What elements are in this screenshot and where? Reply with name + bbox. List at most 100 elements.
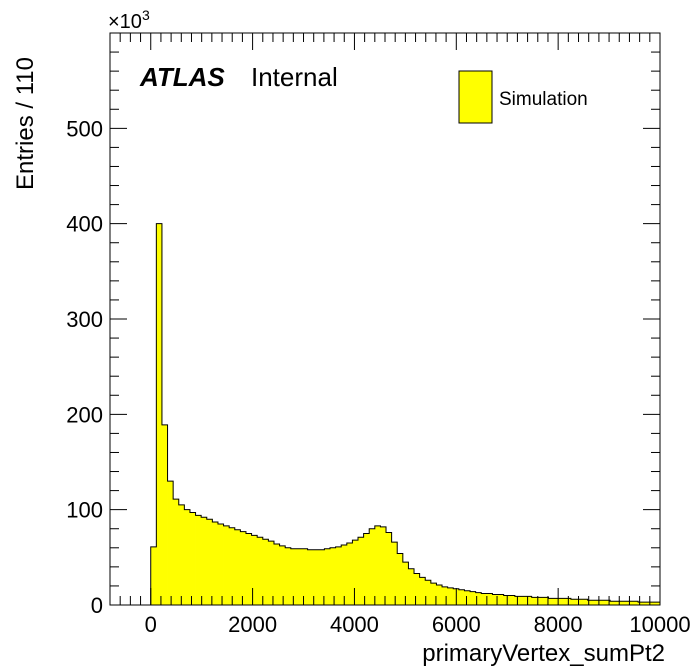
y-scale-factor: ×103 — [108, 7, 150, 33]
histogram-bar — [369, 528, 376, 605]
histogram-bar — [397, 553, 404, 605]
histogram-bar — [189, 512, 196, 605]
histogram-bar — [486, 593, 493, 605]
histogram-bar — [436, 584, 443, 605]
histogram-bar — [621, 601, 628, 605]
histogram-bar — [161, 424, 168, 605]
histogram-bar — [526, 596, 533, 605]
histogram-bar — [509, 595, 516, 605]
histogram-bar — [217, 523, 224, 605]
histogram-bar — [537, 597, 544, 605]
histogram-bar — [531, 597, 538, 605]
histogram-bar — [290, 548, 297, 605]
histogram-bar — [273, 543, 280, 605]
histogram-bar — [257, 537, 264, 605]
x-tick-label: 6000 — [432, 612, 481, 637]
histogram-bar — [307, 549, 314, 605]
histogram-bar — [380, 526, 387, 605]
histogram-bar — [335, 546, 342, 605]
histogram-bar — [268, 541, 275, 605]
histogram-bar — [285, 547, 292, 605]
histogram-bar — [195, 515, 202, 605]
histogram-bar — [576, 599, 583, 605]
histogram-bar — [324, 548, 331, 605]
histogram-bar — [498, 594, 505, 605]
histogram-bar — [582, 599, 589, 605]
histogram-bar — [279, 545, 286, 605]
histogram-bar — [554, 598, 561, 605]
histogram-bar — [150, 546, 157, 605]
histogram-bar — [330, 547, 336, 605]
histogram-bar — [481, 593, 488, 605]
histogram-bar — [604, 600, 611, 605]
histogram-bar — [341, 544, 348, 605]
histogram-bar — [430, 583, 437, 605]
histogram-bar — [184, 509, 191, 605]
x-tick-label: 0 — [145, 612, 157, 637]
histogram-bar — [262, 539, 269, 605]
x-tick-label: 4000 — [330, 612, 379, 637]
histogram-bar — [447, 587, 454, 605]
histogram-bar — [363, 533, 370, 605]
y-axis-label: Entries / 110 — [12, 57, 39, 190]
histogram-bar — [464, 590, 471, 605]
histogram-bar — [212, 522, 219, 605]
histogram-bar — [598, 600, 605, 605]
histogram-bar — [632, 601, 639, 605]
histogram-bar — [229, 527, 236, 605]
histogram-bar — [386, 532, 393, 605]
histogram-bar — [251, 535, 258, 605]
y-tick-label: 0 — [91, 593, 103, 618]
histogram-bars — [150, 223, 661, 606]
histogram-bar — [470, 591, 477, 605]
histogram-bar — [414, 573, 421, 605]
histogram-bar — [201, 517, 208, 605]
histogram-bar — [206, 519, 213, 605]
histogram-bar — [374, 525, 381, 605]
atlas-label: ATLAS — [139, 62, 225, 92]
x-axis-label: primaryVertex_sumPt2 — [422, 640, 665, 667]
histogram-bar — [358, 537, 365, 605]
histogram-bar — [503, 595, 510, 605]
histogram-bar — [296, 548, 303, 605]
histogram-bar — [593, 600, 600, 605]
histogram-bar — [492, 594, 499, 605]
axis-tick-labels: 0 2000 4000 6000 8000 10000 0 100 200 300 400 500 — [66, 116, 690, 637]
legend: Simulation — [458, 70, 588, 124]
y-tick-label: 500 — [66, 116, 103, 141]
x-tick-label: 8000 — [534, 612, 583, 637]
y-tick-label: 200 — [66, 402, 103, 427]
histogram-bar — [520, 596, 527, 605]
histogram-bar — [475, 592, 482, 605]
histogram-bar — [391, 542, 398, 605]
histogram-bar — [442, 586, 449, 605]
y-tick-label: 300 — [66, 307, 103, 332]
histogram-bar — [234, 529, 241, 605]
legend-swatch — [458, 70, 493, 124]
y-tick-label: 400 — [66, 212, 103, 237]
histogram-bar — [352, 540, 359, 605]
x-tick-label: 10000 — [629, 612, 690, 637]
histogram-bar — [458, 589, 465, 605]
histogram-bar — [610, 601, 617, 605]
histogram-bar — [173, 499, 180, 605]
histogram-bar — [570, 599, 577, 605]
histogram-bar — [548, 598, 555, 605]
internal-label: Internal — [251, 62, 338, 92]
histogram-bar — [559, 598, 566, 605]
histogram-bar — [638, 602, 645, 605]
histogram-bar — [346, 543, 353, 605]
histogram-bar — [402, 562, 409, 605]
histogram-bar — [318, 549, 325, 605]
histogram-bar — [587, 600, 594, 605]
histogram-bar — [178, 504, 185, 605]
histogram-bar — [643, 602, 650, 605]
histogram-bar — [419, 577, 426, 605]
histogram-bar — [223, 525, 230, 605]
histogram-bar — [156, 223, 163, 606]
legend-entry-simulation: Simulation — [499, 89, 588, 110]
x-tick-label: 2000 — [228, 612, 277, 637]
histogram-bar — [425, 580, 432, 605]
histogram-bar — [313, 549, 320, 605]
